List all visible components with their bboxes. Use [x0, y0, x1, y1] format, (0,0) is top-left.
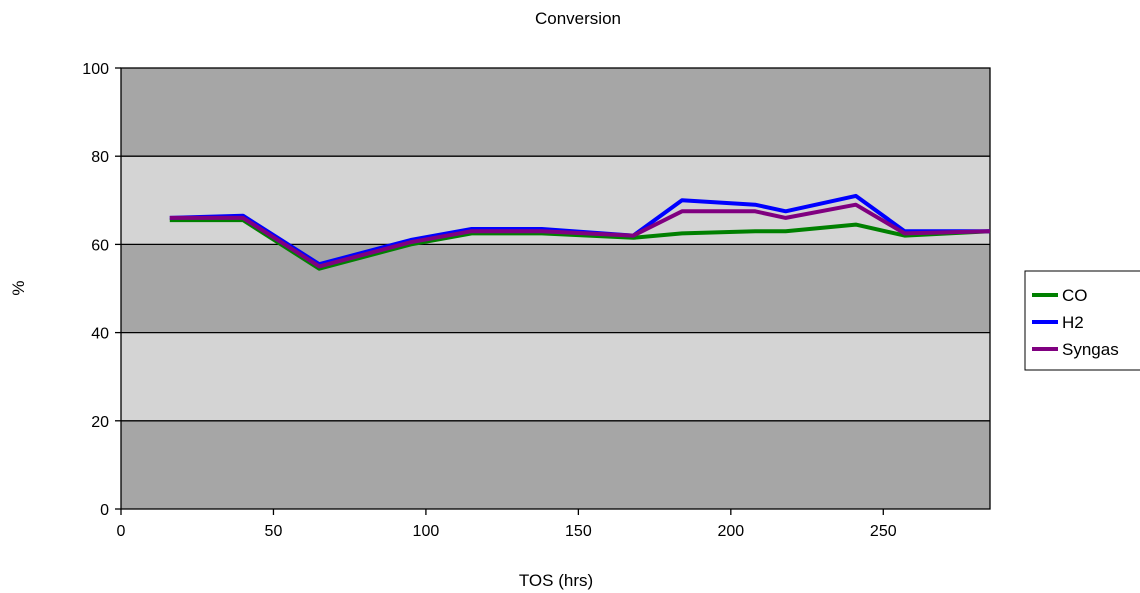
x-tick-label: 200 — [717, 523, 744, 540]
plot-background — [121, 68, 990, 509]
background-band — [121, 68, 990, 157]
x-tick-label: 250 — [870, 523, 897, 540]
y-tick-label: 60 — [91, 237, 109, 254]
legend: CO H2 Syngas — [1024, 270, 1140, 371]
legend-label-h2: H2 — [1062, 313, 1084, 332]
series-lines — [169, 193, 991, 271]
x-tick-label: 50 — [265, 523, 283, 540]
series-line-syngas — [169, 202, 991, 269]
chart-title: Conversion — [535, 9, 621, 28]
plot-frame — [120, 67, 991, 510]
axis-ticks — [115, 67, 884, 515]
x-axis-title: TOS (hrs) — [519, 571, 593, 590]
y-tick-label: 100 — [82, 61, 109, 78]
x-axis-tick-labels: 0 50 100 150 200 250 — [117, 523, 897, 540]
legend-label-syngas: Syngas — [1062, 340, 1119, 359]
y-tick-label: 0 — [100, 502, 109, 519]
x-tick-label: 100 — [413, 523, 440, 540]
background-band — [121, 244, 990, 333]
y-tick-label: 20 — [91, 414, 109, 431]
y-tick-label: 40 — [91, 326, 109, 343]
gridlines — [121, 155, 990, 422]
x-tick-label: 0 — [117, 523, 126, 540]
y-axis-tick-labels: 0 20 40 60 80 100 — [82, 61, 109, 519]
legend-label-co: CO — [1062, 286, 1088, 305]
x-tick-label: 150 — [565, 523, 592, 540]
series-line-co — [169, 218, 991, 271]
y-tick-label: 80 — [91, 149, 109, 166]
background-band — [121, 332, 990, 421]
y-axis-title: % — [9, 280, 28, 295]
background-band — [121, 420, 990, 509]
